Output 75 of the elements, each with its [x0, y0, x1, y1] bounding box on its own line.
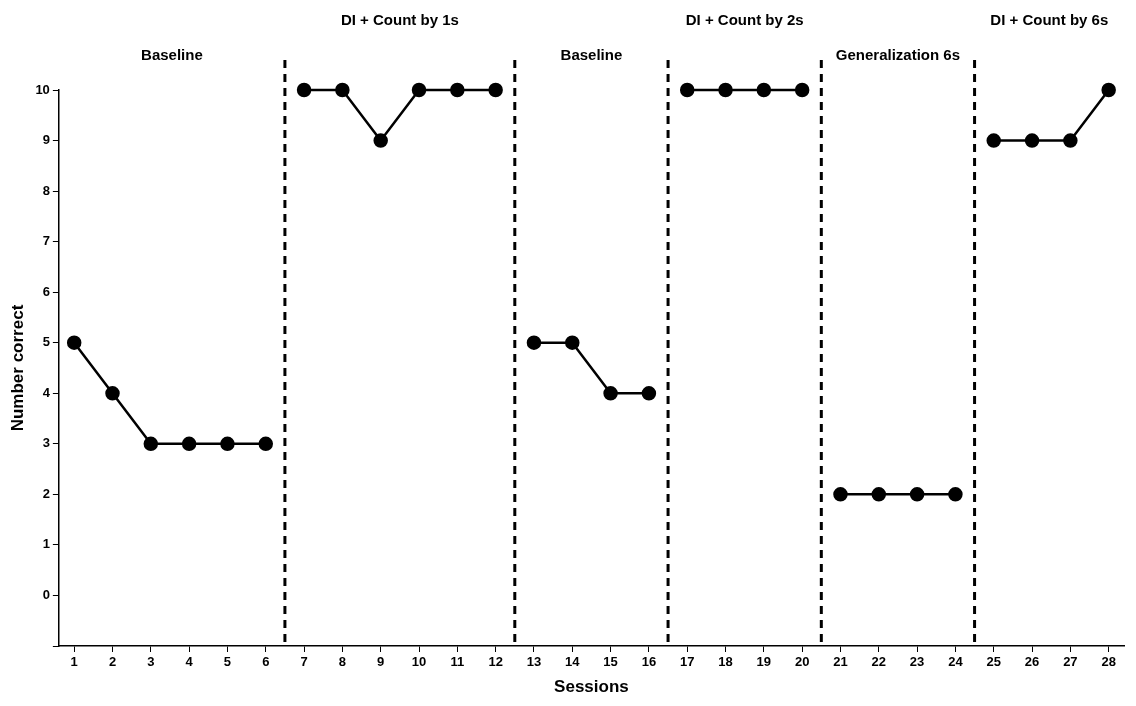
point: [143, 436, 159, 452]
x-tick-label: 23: [909, 654, 925, 670]
point: [66, 335, 82, 350]
x-tick-label: 19: [756, 654, 772, 670]
point: [258, 436, 274, 452]
y-tick-label: 8: [42, 182, 50, 198]
point: [450, 82, 465, 98]
x-tick-label: 1: [70, 654, 78, 670]
point: [220, 436, 235, 452]
point: [411, 82, 427, 98]
y-tick-label: 1: [42, 536, 50, 552]
point: [1101, 82, 1116, 98]
x-tick-label: 12: [488, 654, 503, 670]
x-tick-label: 4: [185, 654, 194, 670]
text: DI + Count by 1s: [340, 11, 459, 28]
point: [641, 386, 657, 401]
x-axis-title: Sessions: [554, 677, 629, 697]
y-tick-label: 0: [42, 587, 50, 603]
x-tick-label: 9: [377, 654, 385, 670]
x-tick-label: 24: [948, 654, 964, 670]
text: Baseline: [560, 46, 623, 63]
point: [679, 82, 695, 98]
point: [871, 487, 887, 502]
point: [794, 82, 810, 98]
y-tick-label: 5: [42, 334, 50, 350]
point: [986, 133, 1001, 148]
point: [948, 487, 963, 502]
text: DI + Count by 2s: [685, 11, 804, 28]
x-tick-label: 25: [986, 654, 1001, 670]
x-tick-label: 28: [1101, 654, 1116, 670]
y-tick-label: 7: [42, 233, 50, 249]
x-tick-label: 18: [718, 654, 733, 670]
text: Baseline: [141, 46, 203, 63]
x-tick-label: 17: [679, 654, 695, 670]
x-tick-label: 6: [262, 654, 270, 670]
x-tick-label: 26: [1024, 654, 1040, 670]
y-tick-label: 3: [42, 435, 50, 451]
point: [1063, 133, 1078, 148]
point: [833, 487, 848, 502]
point: [373, 133, 388, 148]
point: [526, 335, 542, 350]
x-tick-label: 11: [450, 654, 465, 670]
x-tick-label: 16: [641, 654, 657, 670]
point: [603, 386, 618, 401]
x-tick-label: 14: [565, 654, 581, 670]
y-tick-label: 2: [42, 485, 50, 501]
x-tick-label: 20: [794, 654, 810, 670]
point: [909, 487, 925, 502]
x-tick-label: 15: [603, 654, 618, 670]
point: [296, 82, 312, 98]
point: [1024, 133, 1040, 148]
text: DI + Count by 6s: [990, 11, 1109, 28]
point: [335, 82, 350, 98]
x-tick-label: 10: [411, 654, 427, 670]
y-tick-label: 9: [42, 132, 50, 148]
point: [756, 82, 772, 98]
y-tick-label: 4: [42, 384, 51, 400]
x-tick-label: 27: [1063, 654, 1078, 670]
point: [718, 82, 733, 98]
point: [105, 386, 120, 401]
point: [565, 335, 580, 350]
x-tick-label: 8: [338, 654, 346, 670]
point: [181, 436, 197, 452]
y-tick-label: 6: [42, 283, 50, 299]
x-tick-label: 21: [833, 654, 848, 670]
point: [488, 82, 503, 98]
y-axis-title: Number correct: [7, 304, 27, 432]
x-tick-label: 5: [223, 654, 232, 670]
x-tick-label: 13: [526, 654, 542, 670]
x-tick-label: 7: [300, 654, 308, 670]
x-tick-label: 22: [871, 654, 887, 670]
text: Generalization 6s: [835, 46, 961, 63]
x-tick-label: 2: [108, 654, 117, 670]
x-tick-label: 3: [147, 654, 155, 670]
y-tick-label: 10: [35, 81, 50, 97]
